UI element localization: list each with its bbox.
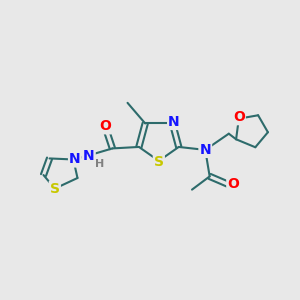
Text: N: N [69,152,81,167]
Text: H: H [95,159,104,169]
Text: O: O [99,119,111,133]
Text: S: S [154,155,164,170]
Text: S: S [50,182,60,196]
Text: O: O [233,110,245,124]
Text: N: N [168,115,180,129]
Text: N: N [83,149,95,163]
Text: O: O [227,177,239,191]
Text: N: N [200,143,211,157]
